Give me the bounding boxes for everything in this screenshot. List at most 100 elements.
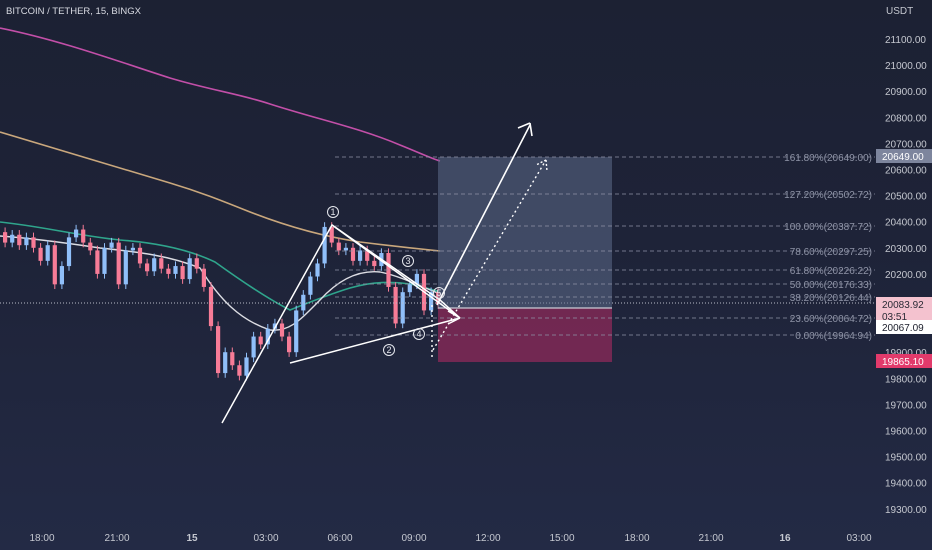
- wave-label-3: 3: [402, 255, 414, 267]
- candle-body: [315, 263, 320, 277]
- target-price-tag[interactable]: 20649.00: [876, 149, 932, 163]
- candle-body: [145, 263, 150, 272]
- candle-body: [208, 286, 214, 327]
- candle-body: [123, 250, 128, 285]
- fib-level-label: 50.00%(20176.33): [790, 280, 872, 291]
- price-tick-label: 19800.00: [885, 374, 927, 385]
- time-tick-label: 18:00: [624, 533, 649, 544]
- svg-text:5: 5: [436, 288, 441, 298]
- candle-body: [336, 242, 341, 251]
- candle-body: [393, 286, 398, 324]
- time-tick-label: 12:00: [475, 533, 500, 544]
- candle-body: [88, 242, 93, 251]
- price-tick-label: 20800.00: [885, 113, 927, 124]
- candle-body: [152, 258, 157, 272]
- ma-pink-line: [0, 27, 441, 162]
- ma-tan-line: [0, 131, 441, 252]
- candlestick-series: [3, 222, 441, 381]
- candle-body: [429, 292, 434, 311]
- candle-body: [400, 292, 405, 324]
- fib-level-label: 23.60%(20064.72): [790, 314, 872, 325]
- svg-text:20649.00: 20649.00: [882, 152, 924, 163]
- candle-body: [201, 268, 206, 287]
- time-tick-label: 21:00: [104, 533, 129, 544]
- time-tick-label: 18:00: [29, 533, 54, 544]
- price-tick-label: 20400.00: [885, 218, 927, 229]
- candle-body: [66, 237, 72, 267]
- candle-body: [272, 323, 277, 329]
- svg-text:19865.10: 19865.10: [882, 357, 924, 368]
- price-tick-label: 20300.00: [885, 244, 927, 255]
- wave-label-4: 4: [413, 328, 425, 340]
- time-axis[interactable]: 18:00 21:00 15 03:00 06:00 09:00 12:00 15:00 18:…: [29, 533, 871, 544]
- candle-body: [287, 336, 292, 353]
- price-tick-label: 21000.00: [885, 61, 927, 72]
- candle-body: [407, 284, 412, 293]
- price-tick-label: 21100.00: [885, 35, 926, 46]
- symbol-title: BITCOIN / TETHER, 15, BINGX: [6, 6, 142, 17]
- candle-body: [223, 352, 228, 374]
- wave-label-1: 1: [327, 206, 339, 218]
- candle-body: [322, 226, 327, 264]
- price-tick-label: 19400.00: [885, 479, 927, 490]
- projection-dotted-arrow[interactable]: [432, 159, 547, 351]
- candle-body: [166, 268, 171, 274]
- price-tick-label: 19600.00: [885, 427, 927, 438]
- svg-text:1: 1: [330, 207, 335, 217]
- candle-body: [230, 352, 235, 366]
- candle-body: [365, 250, 370, 261]
- stop-price-tag[interactable]: 19865.10: [876, 354, 932, 368]
- candle-body: [258, 336, 263, 345]
- svg-text:2: 2: [386, 345, 391, 355]
- last-price-tag[interactable]: 20083.92 03:51: [876, 297, 932, 323]
- projection-arrowhead: [535, 159, 548, 172]
- fib-level-label: 38.20%(20126.44): [790, 293, 872, 304]
- profit-zone[interactable]: [438, 157, 612, 308]
- candle-body: [386, 253, 391, 287]
- fibonacci-extension[interactable]: 161.80%(20649.00) 127.20%(20502.72) 100.00…: [335, 153, 875, 342]
- time-tick-label: 21:00: [698, 533, 723, 544]
- candle-body: [173, 266, 178, 274]
- price-tick-label: 19500.00: [885, 453, 927, 464]
- candle-body: [414, 273, 419, 285]
- price-axis[interactable]: USDT 21100.00 21000.00 20900.00 20800.00 207…: [885, 6, 927, 516]
- candle-body: [38, 247, 43, 261]
- breakout-arrow[interactable]: [436, 124, 531, 306]
- candle-body: [279, 323, 285, 337]
- candle-body: [358, 250, 363, 261]
- time-tick-label: 16: [779, 533, 791, 544]
- price-tick-label: 20500.00: [885, 192, 927, 203]
- candle-body: [3, 232, 8, 243]
- entry-price-tag[interactable]: 20067.09: [876, 320, 932, 334]
- time-tick-label: 15:00: [549, 533, 574, 544]
- candle-body: [81, 229, 86, 243]
- time-tick-label: 03:00: [253, 533, 278, 544]
- price-tick-label: 20700.00: [885, 139, 927, 150]
- candle-body: [130, 247, 135, 251]
- wave-path[interactable]: [221, 223, 461, 424]
- triangle-lower-line: [289, 317, 461, 364]
- fib-level-label: 0.00%(19964.94): [795, 331, 872, 342]
- candle-body: [180, 266, 185, 280]
- svg-text:20067.09: 20067.09: [882, 323, 924, 334]
- svg-text:3: 3: [405, 256, 410, 266]
- candle-body: [17, 234, 22, 246]
- price-tick-label: 20900.00: [885, 87, 927, 98]
- candle-body: [159, 258, 164, 269]
- candle-body: [74, 229, 79, 238]
- fib-level-label: 61.80%(20226.22): [790, 266, 872, 277]
- candle-body: [251, 336, 256, 358]
- candle-body: [244, 357, 249, 376]
- price-tick-label: 20200.00: [885, 270, 927, 281]
- currency-label: USDT: [886, 6, 913, 17]
- candle-body: [372, 260, 377, 267]
- ma-white-line: [0, 235, 441, 331]
- fib-level-label: 127.20%(20502.72): [784, 190, 872, 201]
- candle-body: [308, 276, 313, 295]
- price-tick-label: 19700.00: [885, 400, 927, 411]
- fib-level-label: 100.00%(20387.72): [784, 222, 872, 233]
- candle-body: [329, 226, 334, 243]
- price-tick-label: 19300.00: [885, 505, 927, 516]
- candle-body: [187, 258, 192, 280]
